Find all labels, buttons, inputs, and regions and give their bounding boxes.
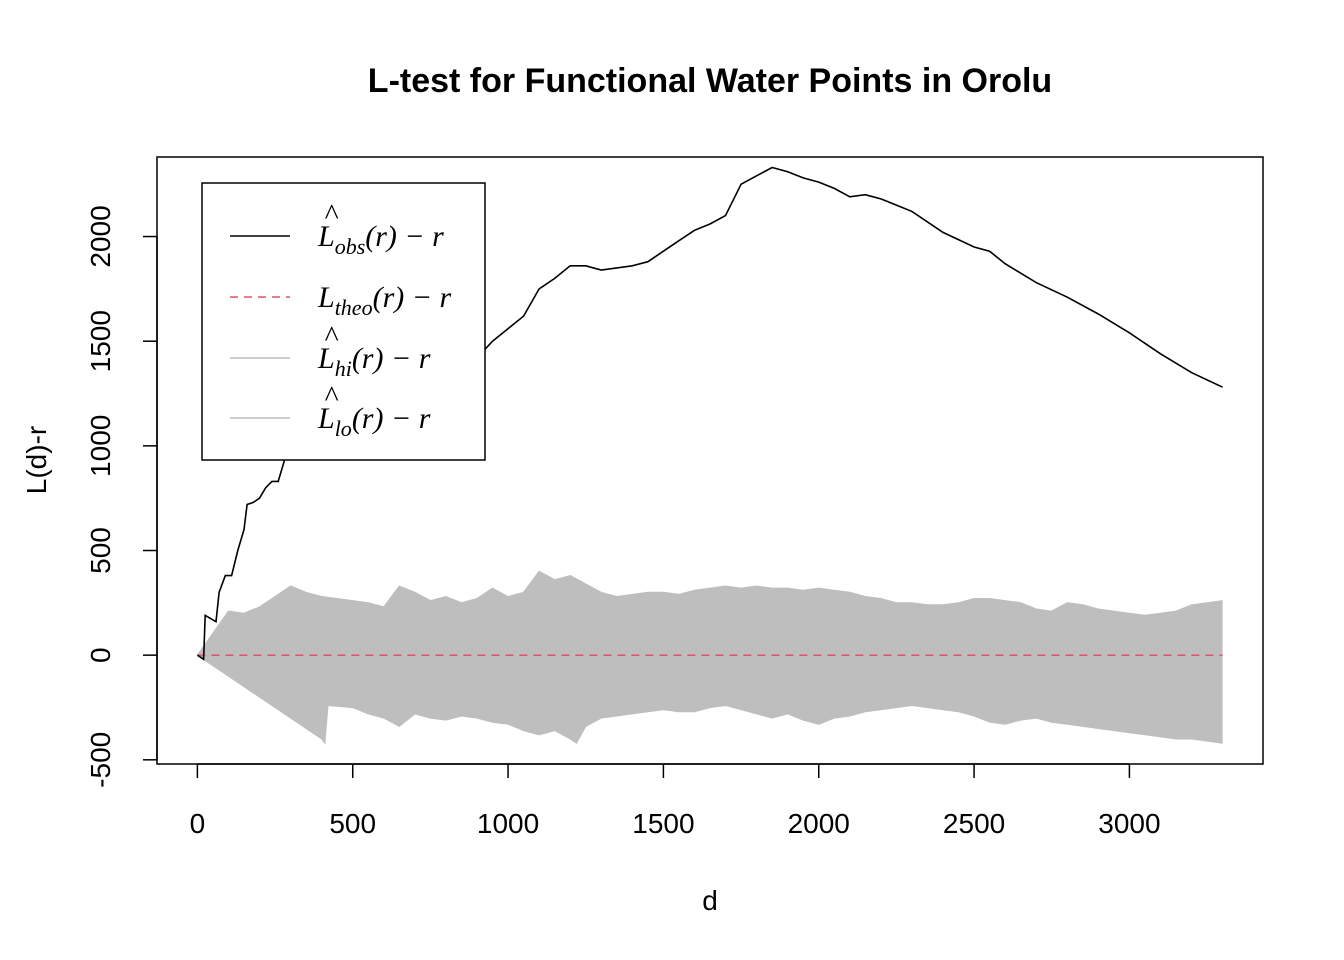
x-axis: 0 500 1000 1500 2000 2500 3000 bbox=[190, 763, 1161, 839]
legend-label: Lobs(r) − r bbox=[317, 220, 444, 259]
x-tick-label: 2500 bbox=[943, 808, 1005, 839]
legend-item-lo: Llo(r) − r^ bbox=[230, 380, 431, 441]
y-tick-label: 1000 bbox=[85, 415, 116, 477]
x-tick-label: 0 bbox=[190, 808, 206, 839]
x-axis-label: d bbox=[702, 885, 718, 916]
x-tick-label: 2000 bbox=[788, 808, 850, 839]
y-tick-label: 2000 bbox=[85, 205, 116, 267]
y-tick-label: 0 bbox=[85, 647, 116, 663]
plot-area bbox=[196, 166, 1223, 745]
legend-item-obs: Lobs(r) − r^ bbox=[230, 198, 444, 259]
series-lo-line bbox=[197, 654, 1223, 745]
chart-title: L-test for Functional Water Points in Or… bbox=[368, 62, 1052, 100]
legend-hat: ^ bbox=[324, 380, 339, 413]
legend-label: Lhi(r) − r bbox=[317, 342, 431, 381]
legend-box bbox=[201, 182, 486, 461]
envelope-band bbox=[197, 571, 1223, 744]
series-obs-line bbox=[196, 166, 1223, 661]
x-tick-label: 1000 bbox=[477, 808, 539, 839]
y-tick-label: 500 bbox=[85, 527, 116, 574]
legend-item-theo: Ltheo(r) − r bbox=[230, 281, 451, 320]
legend-label: Llo(r) − r bbox=[317, 402, 431, 441]
y-tick-label: -500 bbox=[85, 732, 116, 788]
x-tick-label: 1500 bbox=[632, 808, 694, 839]
x-tick-label: 500 bbox=[329, 808, 376, 839]
legend-hat: ^ bbox=[324, 320, 339, 353]
series-hi-line bbox=[196, 570, 1223, 656]
y-axis-label: L(d)-r bbox=[21, 426, 52, 494]
legend-hat: ^ bbox=[324, 198, 339, 231]
x-tick-label: 3000 bbox=[1098, 808, 1160, 839]
legend-label: Ltheo(r) − r bbox=[317, 281, 451, 320]
legend-item-hi: Lhi(r) − r^ bbox=[230, 320, 431, 381]
y-axis: -500 0 500 1000 1500 2000 bbox=[85, 205, 158, 788]
y-tick-label: 1500 bbox=[85, 310, 116, 372]
